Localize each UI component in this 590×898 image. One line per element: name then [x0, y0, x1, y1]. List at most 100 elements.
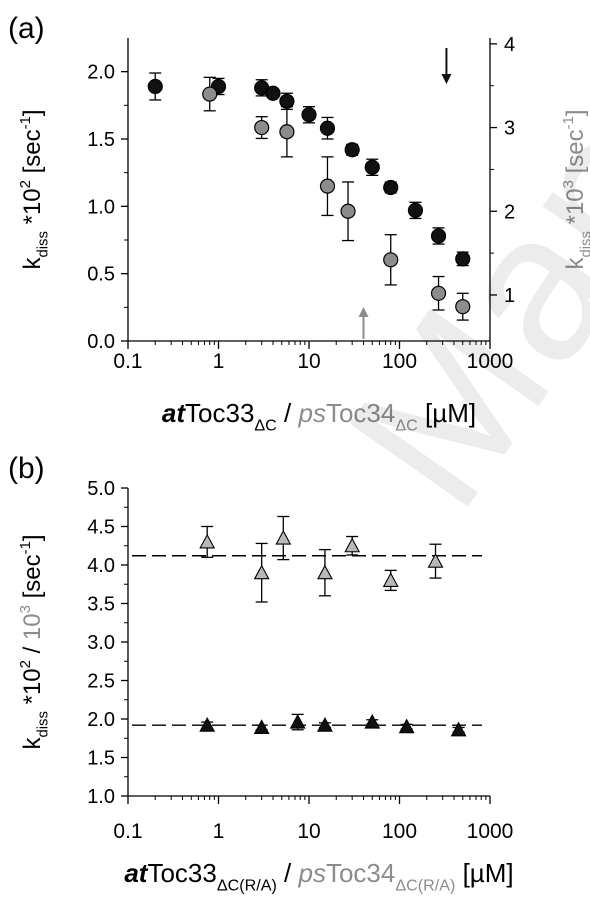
y-axis-left-label: kdiss *102 / 103 [sec-1]: [18, 534, 52, 749]
data-point: [317, 716, 333, 732]
y-tick-label-left: 2.0: [87, 709, 115, 731]
data-point: [301, 107, 317, 123]
y-tick-label-right: 1: [504, 285, 515, 307]
data-point: [279, 124, 295, 140]
x-axis-label: atToc33ΔC(R/A) / psToc34ΔC(R/A) [µM]: [124, 858, 513, 894]
data-point: [383, 252, 399, 268]
y-axis-left-label-part: diss: [36, 231, 52, 257]
y-tick-label-left: 0.5: [87, 264, 115, 286]
data-point: [317, 564, 333, 580]
y-tick-label-left: 1.5: [87, 748, 115, 770]
x-axis-label-part: [µM]: [455, 858, 513, 888]
x-tick-label: 1000: [467, 820, 514, 843]
x-axis-label-part: at: [124, 858, 148, 888]
x-axis-label-part: /: [277, 858, 299, 888]
y-axis-left-label-part: -1: [18, 116, 34, 129]
data-point: [383, 179, 399, 196]
data-point: [407, 202, 424, 218]
data-point: [319, 178, 336, 194]
y-axis-right-label-part: k: [562, 257, 589, 270]
data-point: [364, 159, 380, 175]
x-axis-label-part: Toc34: [326, 858, 395, 888]
y-axis-right-label-part: -1: [561, 116, 577, 129]
y-axis-left-label-part: /: [19, 640, 46, 660]
data-point: [430, 228, 447, 244]
data-point: [289, 713, 306, 729]
y-axis-right-label: kdiss *103 [sec-1]: [561, 109, 590, 269]
arrow-marker-head: [441, 74, 452, 84]
data-point: [455, 299, 471, 315]
x-axis-label-part: /: [277, 398, 299, 428]
panel-label: (a): [8, 12, 45, 45]
data-point: [340, 203, 356, 219]
y-tick-label-left: 0.0: [87, 331, 115, 353]
x-axis-label-part: ΔC(R/A): [217, 876, 277, 894]
data-point: [254, 119, 270, 136]
y-axis-right-label-part: [sec: [562, 129, 589, 180]
y-axis-left-label-part: [sec: [19, 554, 46, 605]
x-axis-label-part: Toc33: [147, 858, 216, 888]
data-point: [344, 142, 360, 158]
y-tick-label-right: 4: [504, 34, 515, 56]
data-point: [275, 529, 292, 545]
arrow-marker-head: [358, 307, 369, 317]
y-tick-label-left: 4.5: [87, 517, 115, 539]
y-axis-right-label-part: *10: [562, 188, 589, 231]
y-axis-left-label-part: 3: [18, 605, 34, 613]
y-tick-label-right: 3: [504, 118, 515, 140]
data-point: [427, 552, 444, 568]
x-axis-label-part: Toc34: [326, 398, 395, 428]
y-tick-label-right: 2: [504, 201, 515, 223]
data-point: [253, 719, 270, 735]
y-axis-left-label-part: ]: [19, 109, 46, 116]
x-axis-label-part: ps: [298, 398, 326, 428]
x-tick-label: 0.1: [113, 350, 142, 373]
data-point: [344, 537, 361, 553]
x-axis-label: atToc33ΔC / psToc34ΔC [µM]: [162, 398, 476, 434]
y-axis-left-label-part: k: [19, 257, 46, 270]
y-axis-left-label: kdiss *102 [sec-1]: [18, 109, 52, 269]
y-tick-label-left: 5.0: [87, 478, 115, 500]
x-axis-label-part: ΔC: [254, 416, 277, 434]
x-axis-label-part: ΔC(R/A): [395, 876, 455, 894]
y-tick-label-left: 3.0: [87, 632, 115, 654]
y-axis-right-label-part: diss: [579, 231, 590, 257]
y-tick-label-left: 1.0: [87, 786, 115, 808]
data-point: [265, 85, 281, 101]
y-axis-left-label-part: ]: [19, 534, 46, 541]
y-axis-left-label-part: *10: [19, 668, 46, 711]
y-axis-left-label-part: 2: [18, 660, 34, 668]
x-axis-label-part: Toc33: [185, 398, 254, 428]
y-tick-label-left: 2.0: [87, 62, 115, 84]
y-axis-left-label-part: diss: [36, 711, 52, 737]
y-tick-label-left: 1.5: [87, 129, 115, 151]
x-tick-label: 0.1: [113, 820, 142, 843]
y-axis-left-label-part: k: [19, 737, 46, 750]
data-point: [199, 716, 216, 732]
y-axis-left-label-part: 2: [18, 180, 34, 188]
y-tick-label-left: 4.0: [87, 555, 115, 577]
x-tick-label: 1: [213, 820, 225, 843]
x-tick-label: 100: [382, 820, 417, 843]
y-tick-label-left: 3.5: [87, 594, 115, 616]
x-axis-label-part: [µM]: [418, 398, 476, 428]
y-tick-label-left: 2.5: [87, 671, 115, 693]
x-axis-label-part: ps: [298, 858, 326, 888]
x-tick-label: 100: [382, 350, 417, 373]
y-axis-left-label-part: 10: [19, 613, 46, 640]
data-point: [319, 120, 336, 136]
x-axis-label-part: at: [162, 398, 186, 428]
y-axis-right-label-part: 3: [561, 180, 577, 188]
panel-label: (b): [8, 452, 45, 485]
data-point: [147, 78, 163, 95]
data-point: [398, 718, 415, 734]
data-point: [430, 285, 447, 301]
x-axis-label-part: ΔC: [395, 416, 418, 434]
x-tick-label: 10: [297, 350, 320, 373]
data-point: [199, 533, 216, 549]
data-point: [382, 572, 399, 587]
y-axis-left-label-part: -1: [18, 541, 34, 554]
data-point: [253, 564, 270, 580]
data-point: [202, 86, 218, 102]
